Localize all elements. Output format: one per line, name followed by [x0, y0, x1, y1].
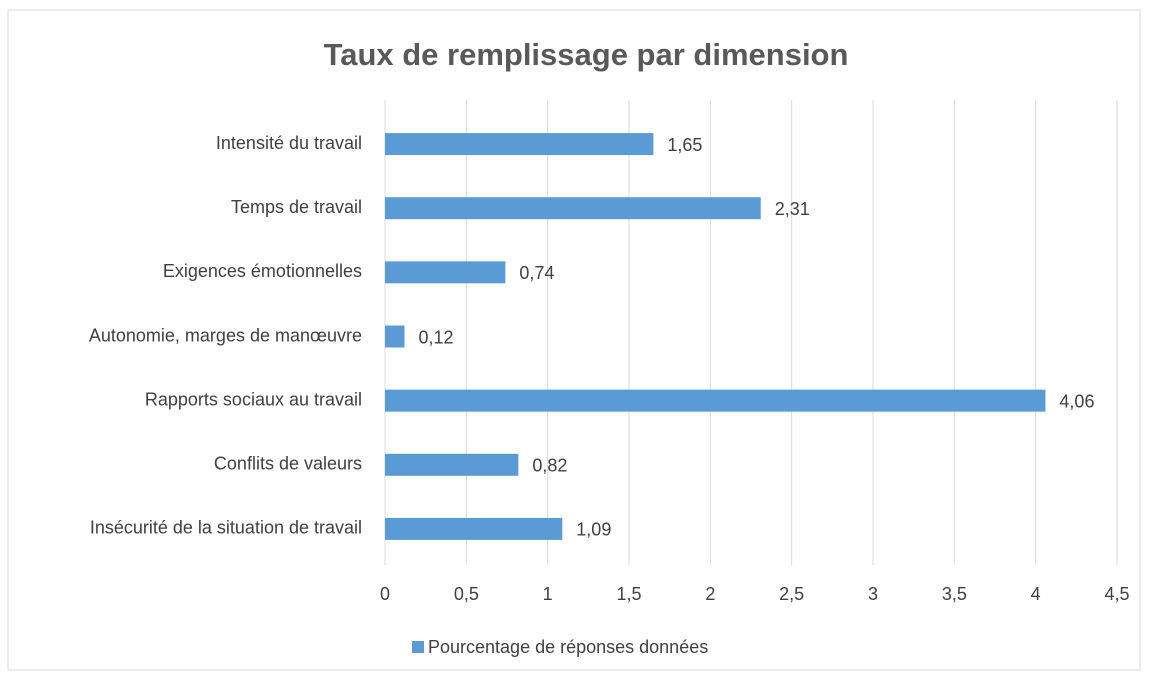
y-tick-label: Exigences émotionnelles	[163, 261, 362, 281]
data-label: 2,31	[775, 199, 810, 219]
bar	[385, 453, 519, 476]
y-tick-label: Intensité du travail	[216, 133, 362, 153]
x-tick-label: 0,5	[454, 584, 479, 604]
x-tick-label: 1	[543, 584, 553, 604]
y-tick-label: Autonomie, marges de manœuvre	[89, 325, 362, 345]
chart-border	[7, 9, 1141, 671]
legend-label: Pourcentage de réponses données	[428, 637, 708, 657]
x-tick-label: 4,5	[1104, 584, 1129, 604]
bar	[385, 325, 405, 348]
data-label: 4,06	[1059, 391, 1094, 411]
bar	[385, 389, 1046, 412]
data-label: 0,74	[519, 263, 554, 283]
data-label: 1,09	[576, 520, 611, 540]
bar	[385, 133, 654, 156]
data-label: 0,12	[419, 327, 454, 347]
y-tick-label: Conflits de valeurs	[214, 454, 362, 474]
data-label: 0,82	[532, 456, 567, 476]
x-tick-label: 1,5	[616, 584, 641, 604]
bar	[385, 517, 563, 540]
x-tick-label: 0	[380, 584, 390, 604]
legend-swatch	[412, 641, 424, 653]
y-tick-label: Insécurité de la situation de travail	[90, 518, 362, 538]
x-tick-label: 3,5	[942, 584, 967, 604]
x-tick-label: 2,5	[779, 584, 804, 604]
x-tick-label: 3	[868, 584, 878, 604]
y-tick-label: Temps de travail	[231, 197, 362, 217]
data-label: 1,65	[667, 135, 702, 155]
x-tick-label: 2	[705, 584, 715, 604]
chart-title: Taux de remplissage par dimension	[324, 37, 849, 72]
bar	[385, 261, 506, 284]
x-tick-label: 4	[1031, 584, 1041, 604]
y-tick-label: Rapports sociaux au travail	[145, 389, 362, 409]
bar	[385, 197, 761, 220]
